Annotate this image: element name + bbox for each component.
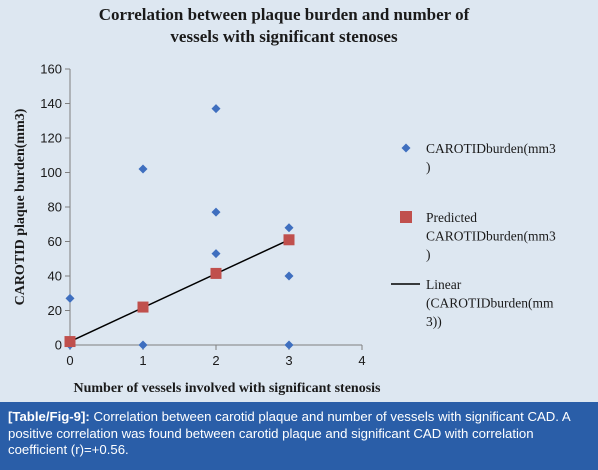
y-tick-label: 100 xyxy=(40,165,62,180)
legend-linear-trend-line: 3)) xyxy=(426,314,442,329)
predicted-burden-point xyxy=(137,301,149,313)
y-axis-label: CAROTID plaque burden(mm3) xyxy=(13,108,28,305)
y-tick-label: 120 xyxy=(40,131,62,146)
caption-text: Correlation between carotid plaque and n… xyxy=(8,409,570,457)
x-tick-label: 1 xyxy=(139,353,146,368)
figure-caption: [Table/Fig-9]: Correlation between carot… xyxy=(0,402,598,470)
legend-carotid-burden-line: ) xyxy=(426,160,431,175)
legend-predicted-burden-line: ) xyxy=(426,247,431,262)
legend-linear-trend-line: Linear xyxy=(426,277,462,292)
legend-square-marker xyxy=(400,211,412,223)
carotid-burden-point xyxy=(284,271,294,281)
x-tick-label: 0 xyxy=(66,353,73,368)
carotid-burden-point xyxy=(65,293,75,303)
y-tick-label: 0 xyxy=(55,338,62,353)
y-tick-label: 80 xyxy=(48,200,62,215)
y-tick-label: 20 xyxy=(48,303,62,318)
x-axis-label: Number of vessels involved with signific… xyxy=(74,381,382,396)
x-tick-label: 4 xyxy=(358,353,365,368)
y-tick-label: 40 xyxy=(48,269,62,284)
predicted-burden-point xyxy=(283,234,295,246)
y-tick-label: 140 xyxy=(40,96,62,111)
legend-carotid-burden-line: CAROTIDburden(mm3 xyxy=(426,141,556,156)
carotid-burden-point xyxy=(211,249,221,259)
carotid-burden-point xyxy=(138,340,148,350)
carotid-burden-point xyxy=(211,207,221,217)
y-tick-label: 160 xyxy=(40,62,62,77)
chart-title-line: vessels with significant stenoses xyxy=(170,27,398,46)
legend-linear-trend-line: (CAROTIDburden(mm xyxy=(426,296,554,311)
legend-diamond-marker xyxy=(401,143,411,153)
chart-panel: Correlation between plaque burden and nu… xyxy=(0,0,598,402)
predicted-burden-point xyxy=(210,267,222,279)
legend-predicted-burden-line: Predicted xyxy=(426,210,477,225)
scatter-chart: Correlation between plaque burden and nu… xyxy=(13,5,556,396)
chart-title-line: Correlation between plaque burden and nu… xyxy=(99,5,470,24)
legend-predicted-burden-line: CAROTIDburden(mm3 xyxy=(426,229,556,244)
predicted-burden-point xyxy=(64,336,76,348)
carotid-burden-point xyxy=(138,164,148,174)
carotid-burden-point xyxy=(211,104,221,114)
linear-trendline xyxy=(69,239,290,343)
x-tick-label: 3 xyxy=(285,353,292,368)
caption-label: [Table/Fig-9]: xyxy=(8,409,90,424)
x-tick-label: 2 xyxy=(212,353,219,368)
carotid-burden-point xyxy=(284,223,294,233)
carotid-burden-point xyxy=(284,340,294,350)
y-tick-label: 60 xyxy=(48,234,62,249)
